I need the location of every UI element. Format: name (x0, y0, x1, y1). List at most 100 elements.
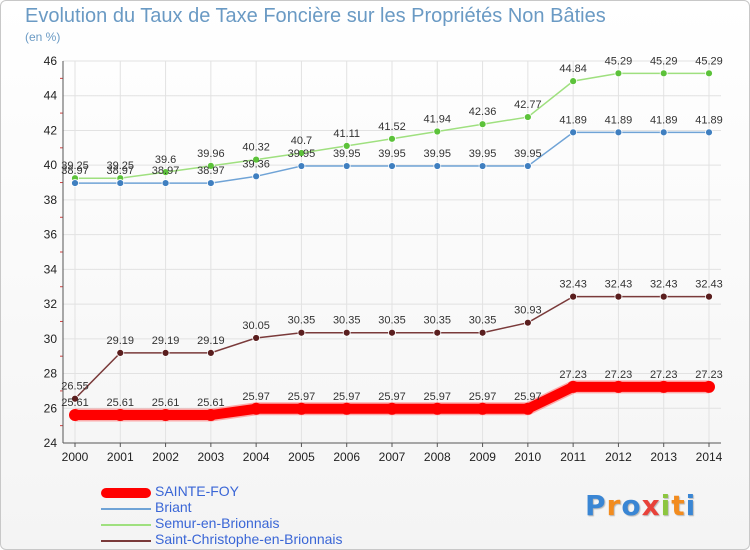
data-point (657, 380, 670, 393)
data-label: 32.43 (605, 279, 633, 291)
x-tick-label: 2004 (243, 450, 270, 464)
data-point (569, 292, 578, 301)
y-tick-label: 30 (44, 332, 58, 346)
data-point (433, 328, 442, 337)
data-point (159, 409, 172, 422)
legend-label: SAINTE-FOY (155, 483, 240, 499)
data-label: 25.97 (288, 391, 316, 403)
data-label: 27.23 (650, 369, 678, 381)
data-label: 40.32 (242, 142, 270, 154)
data-point (116, 348, 125, 357)
data-label: 25.61 (61, 397, 89, 409)
logo-letter: x (641, 489, 661, 522)
x-tick-label: 2009 (469, 450, 496, 464)
data-point (71, 179, 79, 187)
data-point (659, 292, 668, 301)
x-tick-label: 2014 (696, 450, 723, 464)
data-label: 38.97 (61, 165, 89, 177)
x-tick-label: 2011 (560, 450, 586, 464)
data-label: 41.52 (378, 121, 406, 133)
data-label: 39.95 (288, 148, 316, 160)
y-tick-label: 46 (44, 54, 58, 68)
data-label: 41.89 (695, 114, 723, 126)
data-label: 39.96 (197, 148, 225, 160)
logo-letter: t (671, 489, 686, 522)
data-label: 27.23 (695, 369, 723, 381)
logo-letter: i (660, 489, 672, 522)
data-point (161, 179, 170, 187)
data-point (433, 127, 442, 136)
data-point (250, 402, 263, 415)
data-point (297, 328, 306, 337)
data-label: 30.05 (242, 320, 270, 332)
data-point (161, 348, 170, 357)
data-point (206, 348, 215, 357)
data-label: 25.97 (514, 391, 542, 403)
data-point (342, 328, 351, 337)
data-point (523, 318, 532, 327)
logo-letter: P (585, 489, 607, 522)
x-tick-label: 2012 (605, 450, 632, 464)
data-label: 26.55 (61, 381, 89, 393)
data-label: 45.29 (695, 55, 723, 67)
data-label: 25.97 (378, 391, 406, 403)
data-label: 39.36 (242, 158, 270, 170)
data-point (388, 134, 396, 143)
y-tick-label: 42 (44, 123, 58, 137)
legend-label: Briant (155, 499, 192, 515)
data-label: 32.43 (695, 279, 723, 291)
logo-letter: o (621, 489, 642, 522)
data-point (705, 292, 713, 301)
legend-swatch (101, 508, 151, 510)
data-point (297, 149, 306, 157)
chart-subtitle: (en %) (25, 30, 61, 44)
data-label: 41.89 (559, 114, 587, 126)
data-point (206, 161, 215, 170)
data-point (705, 128, 713, 137)
data-label: 41.89 (605, 114, 633, 126)
data-label: 42.36 (469, 106, 497, 118)
data-point (478, 162, 487, 170)
data-point (386, 402, 398, 415)
data-label: 39.95 (333, 148, 361, 160)
data-point (116, 179, 125, 187)
data-point (523, 162, 532, 170)
data-label: 32.43 (650, 279, 678, 291)
data-point (388, 162, 396, 170)
data-point (342, 142, 351, 150)
data-point (567, 380, 580, 393)
data-label: 27.23 (605, 369, 633, 381)
legend-label: Saint-Christophe-en-Brionnais (155, 531, 343, 547)
data-label: 41.94 (424, 113, 452, 125)
data-point (612, 380, 625, 393)
data-point (478, 120, 487, 129)
x-tick-label: 2013 (650, 450, 677, 464)
data-label: 41.11 (333, 128, 360, 140)
data-label: 29.19 (107, 335, 135, 347)
data-point (342, 162, 351, 170)
y-tick-label: 28 (44, 367, 58, 381)
data-point (659, 128, 668, 137)
data-label: 32.43 (559, 279, 587, 291)
x-tick-label: 2010 (515, 450, 542, 464)
data-point (478, 328, 487, 337)
data-label: 30.35 (469, 315, 497, 327)
data-label: 45.29 (650, 55, 678, 67)
data-point (614, 69, 623, 78)
x-tick-label: 2007 (379, 450, 406, 464)
data-point (431, 402, 444, 415)
data-label: 41.89 (650, 114, 678, 126)
data-label: 38.97 (107, 165, 135, 177)
data-label: 25.97 (469, 391, 497, 403)
data-point (71, 394, 79, 403)
data-label: 29.19 (197, 335, 225, 347)
data-point (340, 402, 353, 415)
legend-swatch (101, 540, 151, 542)
data-point (252, 155, 261, 164)
data-point (206, 179, 215, 187)
data-point (705, 69, 713, 78)
data-point (521, 402, 534, 415)
data-point (388, 328, 396, 337)
legend-swatch (101, 488, 151, 498)
